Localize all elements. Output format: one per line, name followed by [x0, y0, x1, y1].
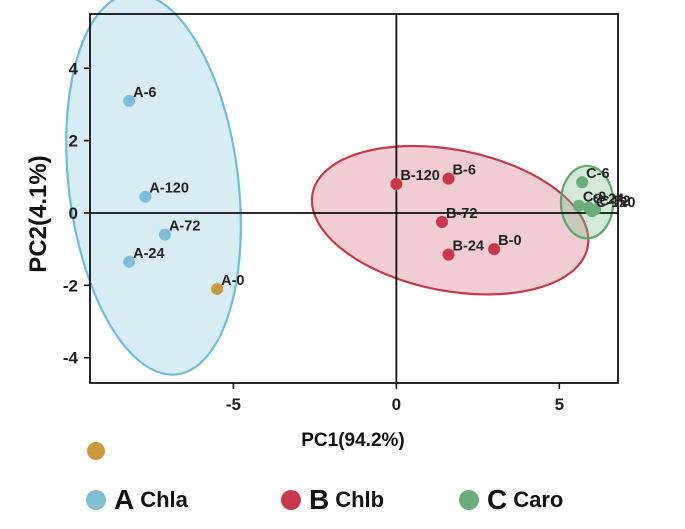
y-axis-title: PC2(4.1%): [25, 155, 52, 272]
legend-dot: [86, 490, 106, 510]
y-tick-label: -4: [63, 349, 79, 368]
x-tick-label: 5: [555, 395, 564, 414]
x-tick-label: 0: [392, 395, 401, 414]
data-point: [576, 176, 589, 189]
legend-dot: [281, 490, 301, 510]
x-axis-title: PC1(94.2%): [301, 430, 405, 451]
data-point-label: C-72: [599, 193, 630, 209]
data-point-label: A-120: [149, 181, 189, 197]
data-point-label: A-72: [169, 219, 200, 235]
data-point-label: C-120: [596, 195, 636, 211]
confidence-ellipse-chla: [65, 0, 242, 376]
data-point-label: C-24: [593, 192, 624, 208]
data-point-label: A-24: [133, 246, 164, 262]
data-point-label: B-6: [453, 163, 476, 179]
y-tick-label: 0: [69, 204, 78, 223]
data-point: [158, 228, 171, 241]
data-point-label: C-0: [583, 190, 606, 206]
data-point: [442, 172, 455, 185]
data-point: [585, 205, 598, 218]
legend-letter: A: [114, 484, 135, 515]
data-point: [390, 178, 403, 191]
y-tick-label: -2: [63, 276, 78, 295]
axes: -5 0 5 4 2 0 -2 -4: [63, 13, 619, 414]
legend-label: Chlb: [335, 487, 385, 512]
legend: A Chla B Chlb C Caro: [0, 474, 685, 524]
plot-frame: [89, 13, 619, 384]
data-point: [123, 94, 136, 107]
extra-marker: [87, 442, 105, 460]
data-point-label: C-6: [586, 166, 609, 182]
legend-item-chlb: B Chlb: [281, 484, 384, 516]
y-tick-label: 2: [69, 132, 78, 151]
point-labels: A-6 A-120 A-72 A-24 A-0 B-120 B-6 B-72 B-24 B-0 C-…: [133, 85, 635, 289]
legend-item-caro: C Caro: [459, 484, 563, 516]
data-point: [436, 216, 448, 229]
data-point-label: B-120: [400, 168, 440, 184]
pca-chart: -5 0 5 4 2 0 -2 -4 A-6 A-120 A-72 A-24 A-0 B-120 B-6 B…: [25, 0, 635, 451]
confidence-ellipse-chlb: [310, 144, 590, 296]
data-point-label: B-0: [498, 233, 521, 249]
data-point-label: A-6: [133, 85, 156, 101]
legend-label: Chla: [140, 487, 188, 512]
legend-letter: B: [309, 484, 330, 515]
data-point-label: B-72: [446, 206, 477, 222]
y-tick-label: 4: [69, 59, 79, 78]
legend-letter: C: [487, 484, 508, 515]
data-point-label: A-0: [221, 273, 244, 289]
data-point: [123, 255, 136, 268]
legend-item-chla: A Chla: [86, 484, 188, 516]
confidence-ellipses: [65, 0, 615, 376]
data-point: [139, 190, 152, 203]
x-tick-label: -5: [226, 395, 241, 414]
data-point: [442, 248, 455, 261]
data-point: [572, 199, 585, 212]
legend-dot: [459, 490, 479, 510]
legend-label: Caro: [513, 487, 564, 512]
data-point: [488, 243, 501, 256]
data-point: [211, 282, 224, 295]
data-points: [123, 94, 602, 295]
data-point-label: B-24: [453, 239, 484, 255]
